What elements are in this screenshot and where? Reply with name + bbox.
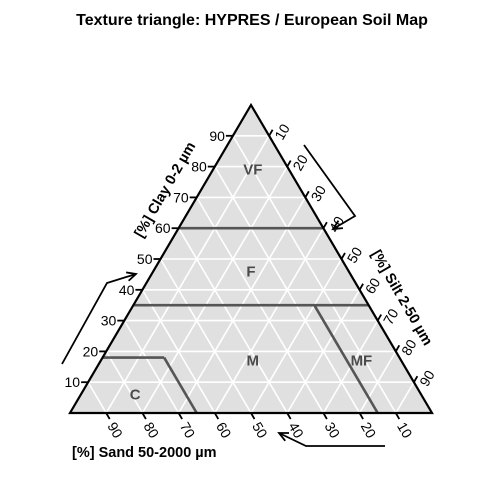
grid-line [159,258,252,414]
sand-tick [105,412,111,420]
class-labels: VF F M MF C [130,162,373,404]
class-boundary-line [162,356,198,414]
clay-tick-label: 50 [137,251,153,267]
silt-direction-arrow-head [331,220,344,231]
sand-direction-arrow [278,432,385,447]
direction-arrows [61,144,385,447]
clay-direction-arrow [61,273,137,365]
sand-tick [286,412,292,420]
silt-tick-label: 10 [271,121,293,143]
grid-line [250,258,343,414]
clay-tick-label: 60 [155,220,171,236]
grid-line [232,135,397,414]
sand-axis-label: [%] Sand 50-2000 µm [72,445,217,461]
sand-tick-label: 80 [141,419,163,441]
sand-tick-label: 90 [104,419,126,441]
silt-tick-label: 50 [344,244,366,266]
silt-tick [340,252,346,260]
sand-tick-label: 70 [177,419,199,441]
clay-tick-label: 30 [101,313,117,329]
clay-direction-arrow-head [125,271,138,282]
silt-tick [304,190,310,198]
silt-tick [322,221,328,229]
silt-tick-label: 60 [362,275,384,297]
silt-tick [413,375,419,383]
grid-line [358,350,397,414]
class-boundary-line [313,304,379,414]
sand-tick-label: 10 [394,419,416,441]
sand-tick [250,412,256,420]
silt-tick [358,283,364,291]
class-label-mf: MF [351,353,373,370]
silt-tick-label: 70 [380,306,402,328]
sand-tick-label: 40 [285,419,307,441]
silt-tick-label: 30 [307,182,329,204]
class-label-vf: VF [243,162,262,179]
sand-tick [322,412,328,420]
grid-line [105,350,144,414]
grid-line [395,381,415,414]
silt-tick-label: 80 [398,336,420,358]
clay-tick-label: 90 [209,128,225,144]
grid-line [141,289,216,414]
sand-tick-label: 60 [213,419,235,441]
clay-tick-label: 10 [65,374,81,390]
sand-tick [141,412,147,420]
class-label-c: C [130,387,141,404]
grid-line [87,381,107,414]
clay-tick-label: 70 [173,189,189,205]
sand-tick-label: 20 [358,419,380,441]
silt-tick [395,344,401,352]
silt-tick [268,129,274,137]
sand-direction-arrow-head [277,432,290,442]
clay-tick-label: 20 [83,343,99,359]
sand-tick [358,412,364,420]
grid-line [123,320,180,414]
sand-tick [214,412,220,420]
silt-tick-label: 90 [416,367,438,389]
silt-tick [286,160,292,168]
silt-direction-arrow [303,144,357,230]
chart-title: Texture triangle: HYPRES / European Soil… [76,12,428,29]
sand-tick-label: 30 [322,419,344,441]
sand-tick-label: 50 [249,419,271,441]
silt-tick [376,314,382,322]
class-label-m: M [247,353,260,370]
grid-line [286,289,361,414]
clay-tick-label: 80 [191,159,207,175]
sand-tick [177,412,183,420]
class-boundaries [102,226,379,414]
class-label-f: F [246,263,255,280]
silt-tick-label: 20 [289,152,311,174]
sand-tick [395,412,401,420]
grid-line [105,135,270,414]
clay-tick-label: 40 [119,282,135,298]
